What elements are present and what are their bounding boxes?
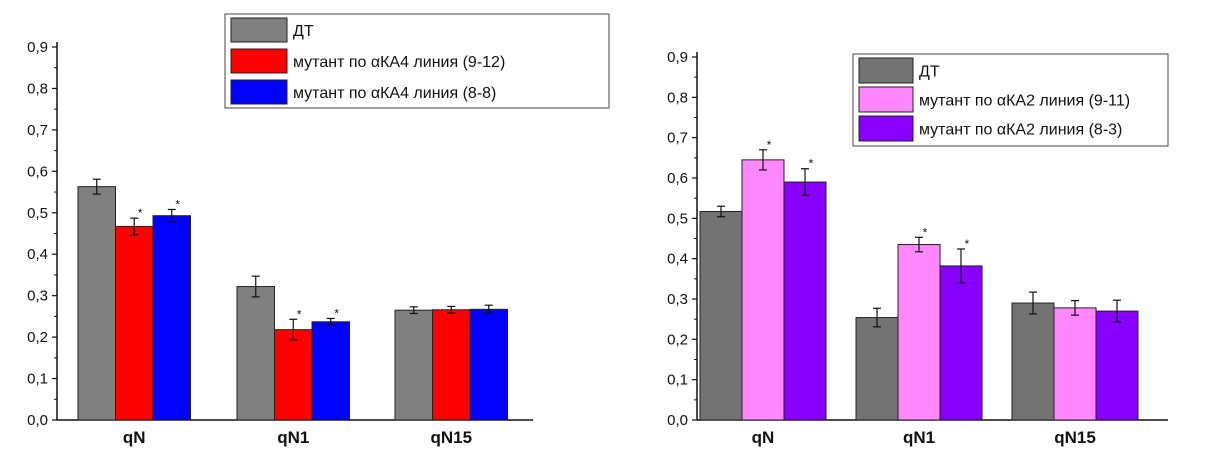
significance-star: * xyxy=(175,197,180,211)
bar xyxy=(311,321,350,421)
significance-star: * xyxy=(767,138,772,152)
chart-1: 0,0 0,1 0,2 0,3 0,4 0,5 0,6 0,7 0,8 0,9 * * qN * * qN1 q… xyxy=(27,13,610,447)
y-tick-label: 0,4 xyxy=(667,251,688,268)
bar xyxy=(939,265,983,421)
x-tick-label: qN1 xyxy=(277,428,309,447)
y-tick-label: 0,1 xyxy=(27,371,48,388)
legend-swatch xyxy=(858,57,914,84)
y-tick-label: 0,9 xyxy=(667,49,688,66)
legend-label: ДТ xyxy=(293,23,314,40)
y-tick-label: 0,9 xyxy=(27,39,48,56)
x-tick-label: qN xyxy=(752,428,775,447)
bar xyxy=(855,317,899,421)
y-tick-label: 0,2 xyxy=(667,331,688,348)
bar xyxy=(699,210,743,421)
legend-swatch xyxy=(230,48,288,74)
significance-star: * xyxy=(334,306,339,320)
bar xyxy=(1095,310,1139,421)
bar xyxy=(1011,302,1055,421)
legend: ДТ мутант по αКА4 линия (9-12) мутант по α… xyxy=(224,13,610,109)
bar xyxy=(115,225,154,421)
bar xyxy=(274,329,313,421)
y-tick-label: 0,3 xyxy=(667,291,688,308)
y-tick-label: 0,2 xyxy=(27,329,48,346)
bar xyxy=(236,286,275,421)
legend: ДТ мутант по αКА2 линия (9-11) мутант по α… xyxy=(852,53,1169,147)
y-tick-label: 0,8 xyxy=(27,80,48,97)
legend-label: мутант по αКА4 линия (9-12) xyxy=(293,54,505,71)
significance-star: * xyxy=(923,225,928,239)
significance-star: * xyxy=(809,157,814,171)
y-tick-label: 0,0 xyxy=(27,412,48,429)
bar xyxy=(1053,307,1097,421)
legend-label: мутант по αКА2 линия (9-11) xyxy=(919,93,1130,110)
legend-swatch xyxy=(230,79,288,105)
legend-swatch xyxy=(858,115,914,142)
y-tick-label: 0,8 xyxy=(667,89,688,106)
y-tick-label: 0,1 xyxy=(667,372,688,389)
bar xyxy=(897,244,941,421)
y-tick-label: 0,5 xyxy=(667,210,688,227)
x-tick-label: qN xyxy=(123,428,146,447)
bar xyxy=(783,181,827,421)
significance-star: * xyxy=(138,206,143,220)
bar xyxy=(469,308,508,421)
chart-2: 0,0 0,1 0,2 0,3 0,4 0,5 0,6 0,7 0,8 0,9 * * qN * * qN1 q… xyxy=(667,49,1169,447)
bar xyxy=(77,186,116,421)
legend-label: мутант по αКА2 линия (8-3) xyxy=(919,122,1122,139)
legend-label: ДТ xyxy=(919,64,940,81)
y-tick-label: 0,0 xyxy=(667,412,688,429)
y-tick-label: 0,6 xyxy=(667,170,688,187)
y-tick-label: 0,5 xyxy=(27,205,48,222)
y-tick-label: 0,7 xyxy=(27,122,48,139)
legend-box xyxy=(224,13,610,109)
y-tick-label: 0,6 xyxy=(27,163,48,180)
bar xyxy=(741,159,785,421)
x-tick-label: qN1 xyxy=(903,428,935,447)
y-tick-label: 0,7 xyxy=(667,130,688,147)
y-tick-label: 0,4 xyxy=(27,246,48,263)
bar xyxy=(394,309,433,421)
significance-star: * xyxy=(965,237,970,251)
legend-swatch xyxy=(230,17,288,43)
bar xyxy=(152,215,191,421)
bar xyxy=(432,309,471,421)
x-tick-label: qN15 xyxy=(430,428,472,447)
significance-star: * xyxy=(297,307,302,321)
legend-label: мутант по αКА4 линия (8-8) xyxy=(293,85,496,102)
x-tick-label: qN15 xyxy=(1054,428,1096,447)
legend-swatch xyxy=(858,86,914,113)
y-tick-label: 0,3 xyxy=(27,288,48,305)
